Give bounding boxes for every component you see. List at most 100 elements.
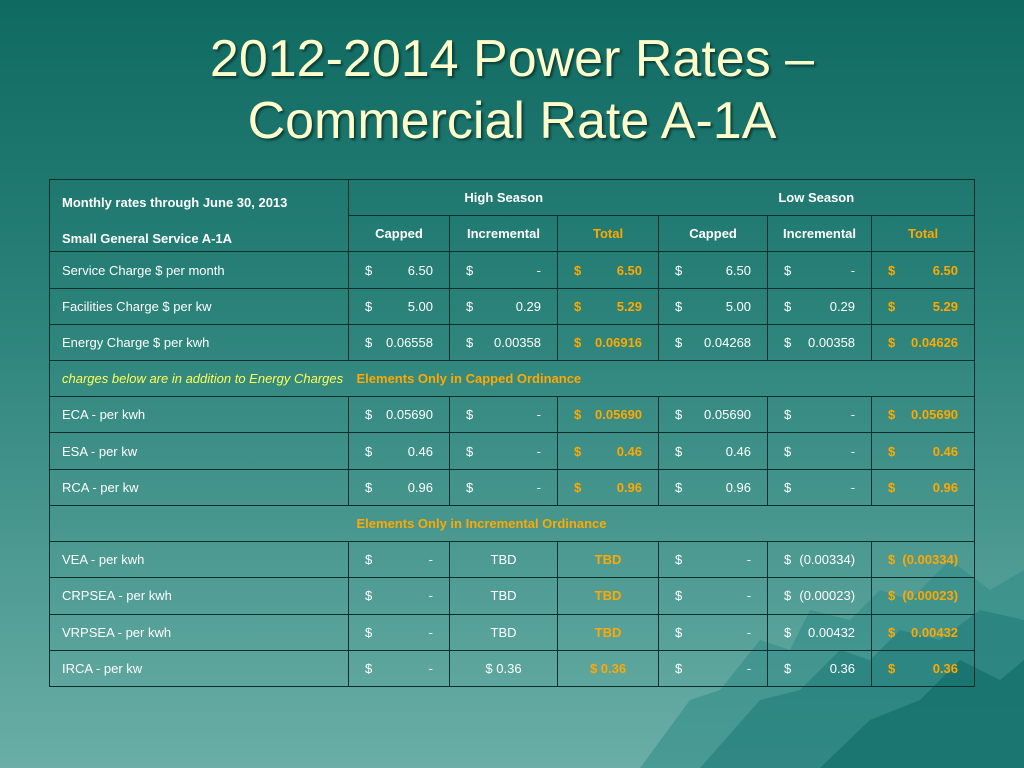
rate-cell: $0.05690 [556,396,660,434]
note-text: charges below are in addition to Energy … [49,360,349,398]
currency-symbol: $ [888,624,896,640]
rate-cell: $ 0.36 [449,649,558,688]
cell-money: $0.04268 [665,335,761,350]
cell-value: (0.00023) [799,588,856,604]
cell-value: $ 0.36 [485,660,522,676]
currency-symbol: $ [574,479,582,495]
currency-symbol: $ [466,262,474,278]
cell-value: 6.50 [932,262,959,278]
cell-money: $5.00 [665,299,761,314]
cell-money: $0.05690 [355,407,443,422]
cell-money: $0.00432 [878,625,968,640]
rate-cell: $0.96 [658,468,769,506]
currency-symbol: $ [675,624,683,640]
currency-symbol: $ [784,588,792,604]
currency-symbol: $ [574,334,582,350]
row-label: Energy Charge $ per kwh [49,323,349,362]
rate-cell: $ (0.00334) [767,541,873,579]
cell-money: $0.06916 [564,335,652,350]
table-row: CRPSEA - per kwh $ - TBD TBD $ - $ (0.00023) $ (0.… [49,577,976,615]
currency-symbol: $ [784,407,792,423]
cell-value: 0.46 [616,443,643,459]
header-label-cell: Monthly rates through June 30, 2013 Smal… [49,178,349,253]
rate-cell: $0.36 [871,649,976,688]
rate-cell: $0.00432 [871,613,976,651]
cell-money: $ - [774,444,865,459]
currency-symbol: $ [784,624,792,640]
table-row: RCA - per kw $0.96 $ - $0.96 $0.96 $ - $0.96 [49,468,976,506]
rate-cell: $0.96 [871,468,976,506]
cell-value: 0.06916 [595,334,643,350]
rate-cell: $ (0.00023) [767,577,873,615]
currency-symbol: $ [888,479,896,495]
currency-symbol: $ [675,479,683,495]
cell-value: 0.04626 [911,334,959,350]
row-label: CRPSEA - per kwh [49,577,349,615]
currency-symbol: $ [466,479,474,495]
currency-symbol: $ [675,443,683,459]
currency-symbol: $ [784,552,792,568]
cell-money: $ - [774,480,865,495]
rate-cell: $0.06558 [348,323,450,362]
rate-cell: $0.05690 [658,396,769,434]
table-row: Service Charge $ per month $6.50 $ - $6.50 $6… [49,251,976,289]
cell-money: $0.05690 [878,407,968,422]
col-header: Capped [348,215,450,253]
cell-money: $5.29 [564,299,652,314]
rate-cell: $0.96 [348,468,450,506]
cell-value: (0.00023) [902,588,959,604]
rate-cell: $0.04626 [871,323,976,362]
cell-value: TBD [490,588,517,604]
cell-money: $0.00358 [774,335,865,350]
rate-cell: $ - [348,541,450,579]
table-row: IRCA - per kw $ - $ 0.36 $ 0.36 $ - $0.36 $0.36 [49,649,976,688]
rate-cell: $ - [767,432,873,470]
cell-value: 0.05690 [386,407,433,423]
cell-value: 5.29 [932,298,959,314]
cell-money: $ - [665,588,761,603]
monthly-rates-label: Monthly rates through June 30, 2013 [62,195,288,210]
incremental-section-title: Elements Only in Incremental Ordinance [348,504,976,543]
row-label: VEA - per kwh [49,541,349,579]
rates-table: Monthly rates through June 30, 2013 Smal… [49,178,976,688]
cell-value: TBD [490,624,517,640]
rate-cell: $0.00358 [449,323,558,362]
cell-value: $ 0.36 [589,660,627,676]
cell-money: $5.29 [878,299,968,314]
cell-value: - [850,443,856,459]
cell-value: - [746,660,752,676]
cell-money: $6.50 [355,263,443,278]
rate-cell: $0.46 [871,432,976,470]
cell-money: $0.29 [774,299,865,314]
rate-cell: $0.46 [658,432,769,470]
cell-money: $6.50 [665,263,761,278]
currency-symbol: $ [466,407,474,423]
cell-money: $0.96 [355,480,443,495]
rate-cell: $ - [658,649,769,688]
cell-value: TBD [594,552,622,568]
currency-symbol: $ [466,298,474,314]
cell-money: $ (0.00023) [878,588,968,603]
cell-value: 0.05690 [911,407,959,423]
rate-cell: TBD [449,577,558,615]
currency-symbol: $ [365,407,373,423]
cell-value: 0.96 [616,479,643,495]
rate-cell: $ - [348,613,450,651]
cell-money: $6.50 [878,263,968,278]
cell-money: $0.36 [774,661,865,676]
currency-symbol: $ [888,262,896,278]
cell-value: 0.05690 [595,407,643,423]
incremental-section-row: Elements Only in Incremental Ordinance [49,504,976,543]
cell-money: $0.04626 [878,335,968,350]
currency-symbol: $ [574,407,582,423]
currency-symbol: $ [675,588,683,604]
rate-cell: $0.29 [449,287,558,325]
table-row: Energy Charge $ per kwh $0.06558 $0.00358 $… [49,323,976,362]
rate-cell: $0.00358 [767,323,873,362]
cell-money: $ (0.00023) [774,588,865,603]
cell-value: - [850,407,856,423]
cell-money: $0.36 [878,661,968,676]
cell-value: - [746,624,752,640]
cell-money: $ (0.00334) [878,552,968,567]
cell-value: - [850,479,856,495]
